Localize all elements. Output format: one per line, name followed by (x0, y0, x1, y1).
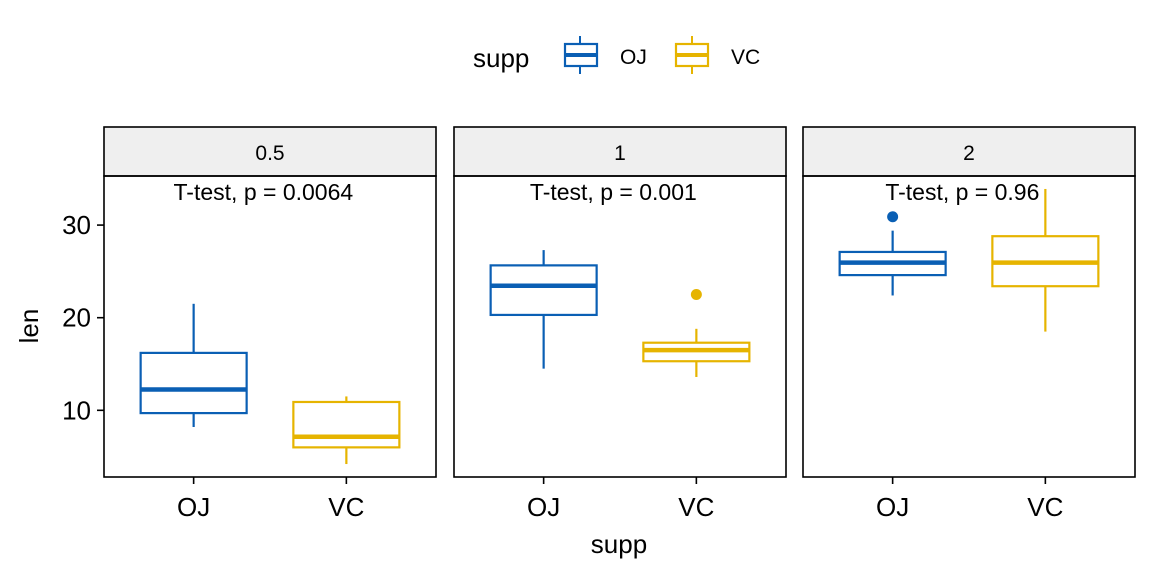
x-tick-label: OJ (876, 492, 909, 522)
y-axis-title: len (14, 309, 44, 344)
facet-strip (453, 126, 787, 177)
facet-strip-label: 2 (963, 142, 975, 165)
panel-1: 1 T-test, p = 0.001 OJ VC (453, 126, 787, 522)
panel-border (103, 175, 437, 478)
box-iqr (489, 264, 598, 317)
facet-strip-label: 1 (614, 142, 626, 165)
box-vc (642, 289, 751, 377)
box-iqr (292, 400, 401, 449)
y-axis: 10 20 30 (62, 210, 104, 425)
box-oj (139, 303, 248, 427)
legend-title: supp (473, 43, 529, 73)
box-oj (489, 250, 598, 369)
panel-border (453, 175, 787, 478)
ttest-annotation: T-test, p = 0.0064 (174, 179, 354, 205)
legend: supp OJ VC (473, 36, 760, 74)
panel-0: 0.5 T-test, p = 0.0064 OJ VC (103, 126, 437, 522)
outlier-point (887, 211, 899, 223)
legend-label-vc: VC (731, 46, 760, 69)
outlier-point (690, 289, 702, 301)
box-oj (838, 211, 947, 296)
panel-border (802, 175, 1136, 478)
y-tick-label: 10 (62, 395, 91, 425)
ttest-annotation: T-test, p = 0.001 (530, 179, 697, 205)
panels: 0.5 T-test, p = 0.0064 OJ VC 1 T-test, p = 0.… (103, 126, 1136, 522)
x-tick-label: OJ (177, 492, 210, 522)
ttest-annotation: T-test, p = 0.96 (885, 179, 1039, 205)
x-tick-label: VC (1027, 492, 1063, 522)
panel-2: 2 T-test, p = 0.96 OJ VC (802, 126, 1136, 522)
legend-key-vc (674, 36, 710, 74)
x-axis-title: supp (591, 529, 647, 559)
y-tick-label: 30 (62, 210, 91, 240)
legend-label-oj: OJ (620, 46, 647, 69)
box-vc (991, 188, 1100, 332)
legend-key-oj (563, 36, 599, 74)
facet-strip-label: 0.5 (255, 142, 284, 165)
y-tick-label: 20 (62, 303, 91, 333)
x-tick-label: VC (328, 492, 364, 522)
box-vc (292, 396, 401, 465)
x-tick-label: VC (678, 492, 714, 522)
x-tick-label: OJ (527, 492, 560, 522)
facet-strip (103, 126, 437, 177)
box-iqr (139, 351, 248, 415)
